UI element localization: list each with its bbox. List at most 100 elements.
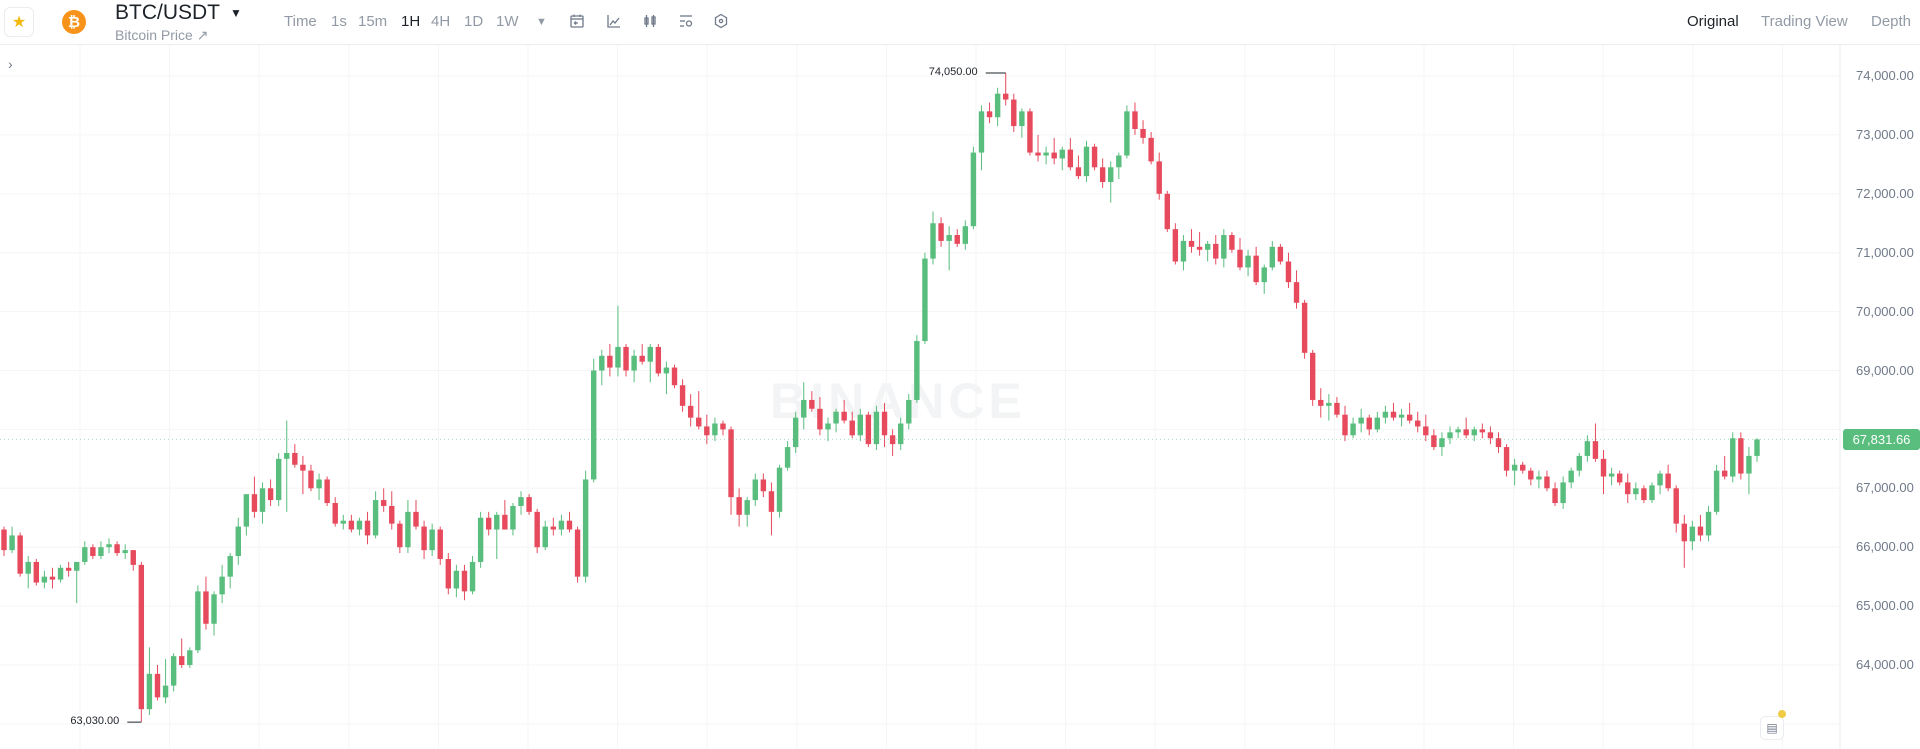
interval-1d[interactable]: 1D — [464, 13, 484, 30]
candle-body — [1721, 470, 1728, 477]
candle — [970, 146, 977, 230]
candle — [162, 659, 169, 704]
candle-body — [502, 514, 508, 530]
candle-body — [817, 408, 823, 430]
candle-body — [970, 152, 977, 227]
more-intervals-caret-icon[interactable]: ▼ — [536, 16, 547, 28]
candle — [526, 494, 532, 515]
candle — [518, 491, 524, 515]
candle-body — [17, 535, 23, 574]
candle — [1204, 240, 1211, 262]
candle-body — [1188, 240, 1195, 247]
candlestick-icon[interactable] — [641, 12, 659, 30]
candle-body — [801, 399, 807, 418]
candle — [865, 411, 872, 448]
candle-body — [776, 467, 783, 512]
candle-body — [1342, 414, 1348, 436]
candle-body — [389, 505, 395, 524]
candle — [1269, 240, 1275, 271]
candle-body — [267, 488, 274, 501]
candle-body — [1584, 441, 1591, 456]
view-trading-view-tab[interactable]: Trading View — [1761, 13, 1848, 30]
candle — [534, 508, 540, 554]
candle — [316, 473, 322, 501]
candle-body — [332, 503, 338, 524]
candle — [954, 229, 960, 247]
line-chart-icon[interactable] — [605, 12, 623, 30]
candle-body — [1398, 414, 1405, 418]
candle-body — [235, 526, 241, 557]
candle — [389, 491, 395, 530]
indicator-settings-icon[interactable] — [677, 12, 695, 30]
interval-4h[interactable]: 4H — [431, 13, 451, 30]
candle — [1665, 464, 1671, 492]
candle — [1463, 417, 1469, 439]
chart-header: ★ ₿ BTC/USDT ▼ Bitcoin Price ↗ Time 1s 1… — [0, 0, 1920, 45]
candle-body — [994, 93, 1001, 118]
candle — [978, 105, 985, 171]
candle-body — [1390, 411, 1397, 418]
symbol-dropdown-caret-icon[interactable]: ▼ — [230, 6, 242, 20]
candle — [372, 491, 379, 539]
view-original-tab[interactable]: Original — [1687, 13, 1739, 30]
candle-body — [631, 355, 637, 371]
candle-body — [542, 526, 548, 548]
candle-body — [1164, 193, 1170, 230]
candle — [203, 576, 209, 630]
interval-1h[interactable]: 1H — [401, 13, 421, 30]
candle — [1689, 520, 1696, 551]
candle-body — [1738, 438, 1744, 474]
candle — [25, 556, 31, 589]
candle — [696, 391, 702, 430]
candle-body — [736, 497, 742, 515]
candle — [1180, 235, 1187, 271]
candle-body — [897, 423, 904, 445]
interval-1s[interactable]: 1s — [331, 13, 347, 30]
candle-body — [1213, 243, 1219, 259]
candle-body — [405, 511, 411, 548]
candle — [235, 517, 241, 565]
candlestick-chart[interactable] — [0, 45, 1920, 749]
candle-body — [1431, 435, 1437, 448]
candle — [74, 561, 80, 604]
candle-body — [841, 411, 847, 421]
candle — [599, 349, 605, 386]
candle-body — [1358, 417, 1364, 424]
candle-body — [1689, 526, 1696, 542]
candle-body — [938, 223, 944, 241]
candle-body — [930, 223, 936, 259]
expand-chevron-icon[interactable]: › — [8, 56, 13, 72]
price-axis-label: 72,000.00 — [1856, 185, 1914, 201]
calendar-icon[interactable] — [568, 12, 586, 30]
price-axis-label: 65,000.00 — [1856, 598, 1914, 614]
candle-body — [106, 544, 112, 548]
hexagon-settings-icon[interactable] — [712, 12, 730, 30]
candle-body — [712, 423, 718, 436]
interval-15m[interactable]: 15m — [358, 13, 388, 30]
candle-body — [809, 399, 815, 409]
candle — [930, 211, 936, 265]
interval-time[interactable]: Time — [284, 13, 317, 30]
candle — [720, 420, 726, 436]
interval-1w[interactable]: 1W — [496, 13, 519, 30]
orders-panel-icon[interactable]: ▤ — [1760, 716, 1784, 740]
symbol-title[interactable]: BTC/USDT — [115, 1, 220, 24]
candle-body — [1309, 352, 1316, 400]
candle-body — [518, 497, 524, 506]
favorite-button[interactable]: ★ — [4, 7, 34, 37]
candle — [1253, 246, 1259, 286]
candle — [1528, 467, 1534, 486]
candle-body — [486, 517, 492, 530]
candle — [946, 226, 952, 271]
candle-body — [1520, 464, 1526, 471]
candle — [784, 441, 791, 471]
candle — [986, 102, 993, 124]
candle-body — [82, 547, 88, 562]
candle-body — [1245, 255, 1251, 268]
coin-price-link[interactable]: Bitcoin Price ↗ — [115, 27, 209, 43]
candle-body — [1318, 399, 1324, 406]
candle-body — [275, 458, 282, 501]
view-depth-tab[interactable]: Depth — [1871, 13, 1912, 30]
candle — [1067, 137, 1074, 171]
candle — [1439, 432, 1445, 456]
